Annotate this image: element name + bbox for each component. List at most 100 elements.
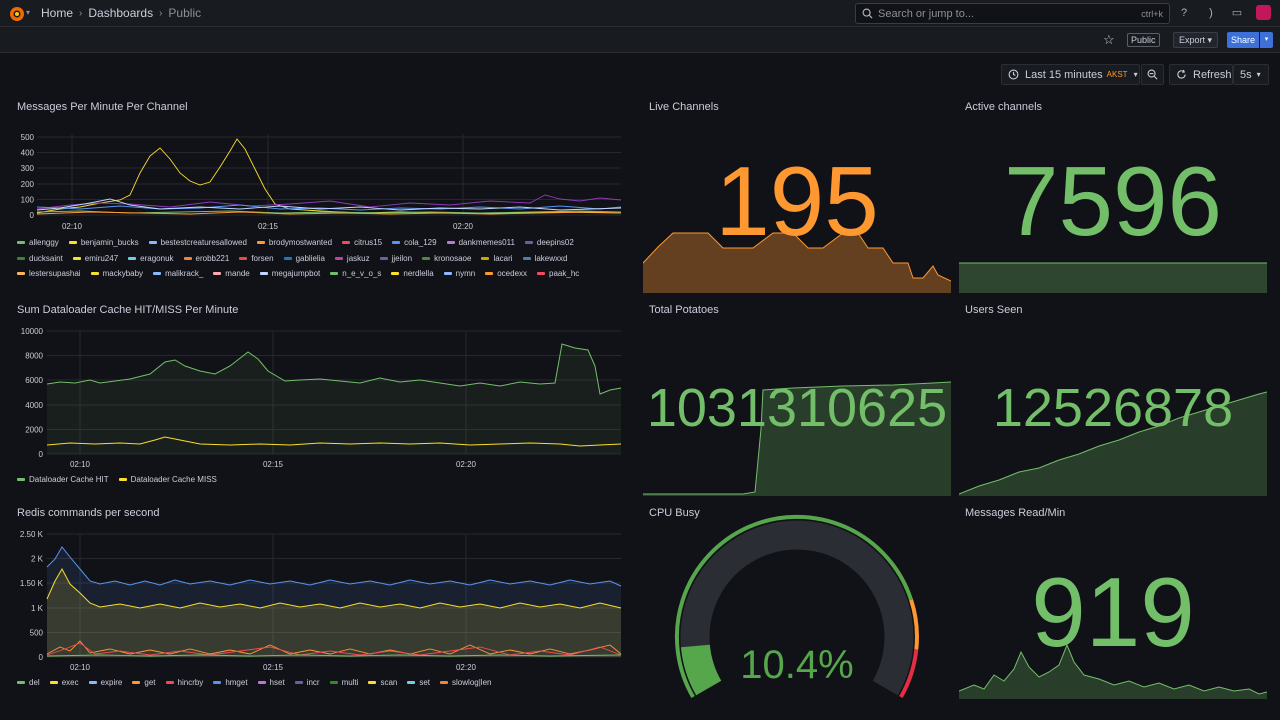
legend-swatch: [368, 681, 377, 685]
legend-item[interactable]: del: [17, 675, 40, 691]
legend-swatch: [72, 256, 81, 260]
y-tick-label: 2.50 K: [20, 530, 44, 539]
legend-item[interactable]: multi: [329, 675, 358, 691]
legend-item[interactable]: kronosaoe: [422, 251, 471, 267]
legend-item[interactable]: emiru247: [72, 251, 118, 267]
panel-live-channels: Live Channels 195: [643, 101, 951, 293]
legend-swatch: [17, 681, 25, 685]
legend-item[interactable]: citrus15: [342, 235, 382, 251]
legend-item[interactable]: get: [132, 675, 156, 691]
legend-item[interactable]: erobb221: [183, 251, 229, 267]
stat-value: 195: [715, 146, 879, 256]
legend-item[interactable]: hmget: [213, 675, 248, 691]
legend-item[interactable]: expire: [88, 675, 122, 691]
legend-item[interactable]: paak_hc: [537, 266, 579, 282]
legend-label: ducksaint: [29, 253, 63, 263]
legend-item[interactable]: megajumpbot: [259, 266, 320, 282]
panel-title[interactable]: Users Seen: [965, 304, 1023, 316]
legend-item[interactable]: mande: [213, 266, 250, 282]
legend-item[interactable]: jjeilon: [379, 251, 412, 267]
breadcrumb-home[interactable]: Home: [41, 6, 74, 20]
legend-item[interactable]: mackybaby: [90, 266, 143, 282]
time-range-picker[interactable]: Last 15 minutes AKST ▾: [1001, 64, 1140, 85]
legend-item[interactable]: Dataloader Cache HIT: [17, 472, 109, 488]
legend-label: bestestcreaturesallowed: [160, 238, 247, 247]
series-line-brodymostwanted: [36, 211, 622, 215]
panel-title[interactable]: Redis commands per second: [17, 507, 160, 519]
chevron-down-icon[interactable]: ▾: [26, 8, 31, 17]
help-icon[interactable]: ?: [1180, 7, 1188, 19]
zoom-out-button[interactable]: [1141, 64, 1164, 85]
y-tick-label: 6000: [25, 376, 43, 385]
series-line-hincrby: [46, 642, 622, 656]
legend-item[interactable]: benjamin_bucks: [68, 235, 139, 251]
panel-title[interactable]: Sum Dataloader Cache HIT/MISS Per Minute: [17, 304, 239, 316]
legend-item[interactable]: exec: [49, 675, 79, 691]
legend-item[interactable]: brodymostwanted: [256, 235, 332, 251]
share-menu-chevron-icon[interactable]: ▾: [1260, 32, 1273, 48]
messages-y-axis: 0 100 200 300 400 500: [21, 133, 35, 220]
x-tick-label: 02:15: [263, 460, 284, 469]
legend-item[interactable]: scan: [368, 675, 397, 691]
export-button[interactable]: Export ▾: [1173, 32, 1219, 48]
legend-item[interactable]: lestersupashai: [17, 266, 81, 282]
legend-item[interactable]: gablielia: [283, 251, 325, 267]
zoom-out-icon: [1147, 69, 1158, 80]
legend-item[interactable]: deepins02: [524, 235, 574, 251]
y-tick-label: 2000: [25, 426, 43, 435]
legend-item[interactable]: incr: [294, 675, 320, 691]
legend-item[interactable]: hincrby: [165, 675, 203, 691]
redis-legend: del exec expire get hincrby hmget hset incr mult…: [17, 675, 627, 691]
legend-item[interactable]: ducksaint: [17, 251, 63, 267]
legend-item[interactable]: n_e_v_o_s: [330, 266, 381, 282]
legend-item[interactable]: jaskuz: [334, 251, 370, 267]
cpu-gauge: [674, 514, 919, 698]
legend-item[interactable]: dankmemes011: [446, 235, 515, 251]
gauge-threshold-arc-green: [674, 514, 914, 698]
panel-title[interactable]: CPU Busy: [649, 507, 700, 519]
legend-swatch: [440, 681, 449, 685]
panel-dataloader-cache: Sum Dataloader Cache HIT/MISS Per Minute…: [17, 304, 627, 494]
legend-label: paak_hc: [549, 269, 580, 278]
news-feed-icon[interactable]: ): [1209, 7, 1213, 19]
breadcrumb-dashboards[interactable]: Dashboards: [88, 6, 154, 20]
legend-item[interactable]: slowlog|len: [440, 675, 491, 691]
panel-title[interactable]: Active channels: [965, 101, 1043, 113]
share-button[interactable]: Share: [1227, 32, 1259, 48]
panel-title[interactable]: Messages Per Minute Per Channel: [17, 101, 188, 113]
legend-swatch: [257, 681, 266, 685]
panel-title[interactable]: Live Channels: [649, 101, 719, 113]
legend-label: benjamin_bucks: [80, 238, 139, 247]
legend-item[interactable]: cola_129: [392, 235, 437, 251]
panel-users-seen: Users Seen 12526878: [959, 304, 1267, 496]
grafana-logo-icon[interactable]: [8, 5, 26, 23]
panel-title[interactable]: Messages Read/Min: [965, 507, 1066, 519]
series-line-cache-miss: [46, 436, 622, 447]
legend-item[interactable]: hset: [257, 675, 285, 691]
legend-item[interactable]: nerdlella: [391, 266, 434, 282]
legend-item[interactable]: nymn: [443, 266, 475, 282]
legend-item[interactable]: allenggy: [17, 235, 59, 251]
search-input[interactable]: Search or jump to... ctrl+k: [855, 3, 1170, 24]
legend-item[interactable]: bestestcreaturesallowed: [148, 235, 247, 251]
legend-label: nerdlella: [403, 269, 434, 278]
legend-label: citrus15: [354, 238, 383, 247]
users-seen-sparkline: [959, 391, 1267, 496]
legend-item[interactable]: lacari: [481, 251, 513, 267]
sparkline-line: [643, 381, 951, 495]
legend-item[interactable]: eragonuk: [128, 251, 174, 267]
legend-item[interactable]: malikrack_: [153, 266, 203, 282]
legend-item[interactable]: Dataloader Cache MISS: [118, 472, 217, 488]
panel-title[interactable]: Total Potatoes: [649, 304, 719, 316]
legend-item[interactable]: set: [407, 675, 430, 691]
kiosk-mode-icon[interactable]: ▭: [1231, 7, 1243, 19]
avatar[interactable]: [1256, 5, 1271, 20]
refresh-interval-picker[interactable]: 5s ▾: [1233, 64, 1269, 85]
legend-item[interactable]: lakewxxd: [522, 251, 567, 267]
refresh-button[interactable]: Refresh: [1169, 64, 1233, 85]
legend-item[interactable]: forsen: [239, 251, 274, 267]
star-icon[interactable]: ☆: [1103, 32, 1115, 47]
legend-item[interactable]: ocedexx: [485, 266, 527, 282]
y-tick-label: 1.50 K: [20, 579, 44, 588]
public-badge: Public: [1127, 33, 1160, 47]
